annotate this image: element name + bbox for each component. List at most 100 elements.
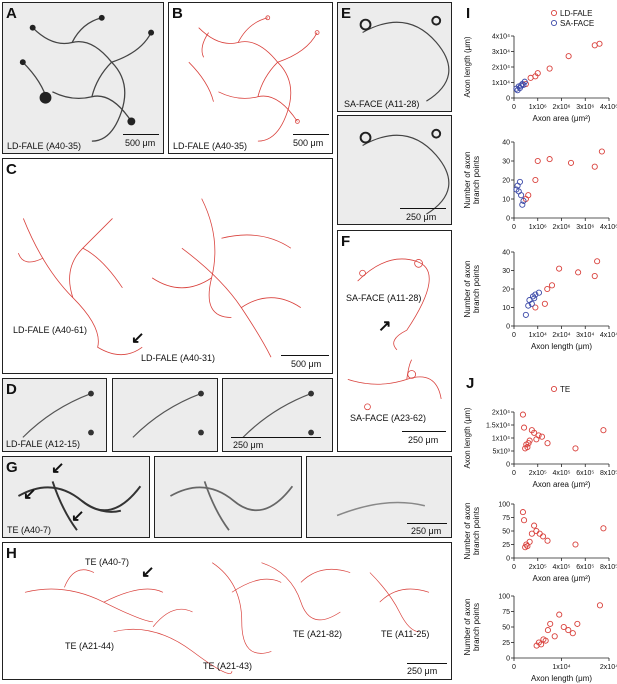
arrow-h: ↙ (141, 564, 155, 581)
panel-c-trace: C LD-FALE (A40-61) LD-FALE (A40-31) ↙ 50… (2, 158, 333, 374)
y-axis-label: Number of axon (463, 261, 472, 318)
data-point (534, 70, 541, 77)
x-tick-label: 0 (512, 224, 516, 231)
data-point (533, 436, 540, 443)
y-tick-label: 4x10⁴ (492, 34, 510, 41)
panel-label-g: G (6, 459, 18, 476)
legend-label: TE (560, 385, 570, 394)
data-point (518, 192, 525, 199)
scatter-i-area-branch: 0 1x10⁶ 2x10⁶ 3x10⁶ 4x10⁶ 0 10 20 30 40 Number of … (462, 134, 617, 234)
x-tick-label: 1x10⁴ (552, 664, 570, 671)
data-point (565, 627, 572, 634)
caption-f2: SA-FACE (A23-62) (350, 413, 427, 423)
scalebar-text-e: 250 μm (406, 212, 437, 222)
panel-label-c: C (6, 161, 17, 178)
panel-label-e: E (341, 5, 352, 22)
data-point (574, 620, 581, 627)
data-point (544, 537, 551, 544)
data-point (551, 633, 558, 640)
data-point (591, 272, 598, 280)
x-tick-label: 8x10⁵ (600, 564, 617, 571)
panel-e-micrograph-2: 250 μm (337, 115, 452, 225)
caption-h2: TE (A21-44) (65, 641, 115, 651)
scalebar-e (400, 208, 446, 209)
y-tick-label: 0 (506, 656, 510, 663)
y-tick-label: 10 (502, 305, 510, 312)
data-point (532, 291, 539, 298)
data-point (544, 440, 551, 447)
scalebar-text-c: 500 μm (291, 359, 322, 369)
data-point (600, 427, 607, 434)
x-tick-label: 1x10⁶ (529, 104, 547, 111)
scalebar-c (281, 355, 329, 356)
x-tick-label: 3x10⁶ (576, 224, 594, 231)
x-tick-label: 8x10⁵ (600, 470, 617, 477)
data-point (519, 201, 526, 208)
data-point (531, 429, 538, 436)
legend-label: LD-FALE (560, 9, 592, 18)
data-point (520, 197, 527, 204)
panel-b-trace: B LD-FALE (A40-35) 500 μm (168, 2, 333, 154)
x-tick-label: 4x10⁵ (552, 564, 570, 571)
y-tick-label: 5x10³ (492, 449, 510, 456)
data-point (594, 258, 601, 265)
data-point (538, 433, 545, 440)
y-tick-label: 2x10⁴ (492, 410, 510, 417)
x-tick-label: 2x10⁶ (552, 104, 570, 111)
x-tick-label: 6x10⁵ (576, 470, 594, 477)
neuron-image-g3 (336, 501, 426, 517)
arrow-g3: ↙ (71, 508, 85, 525)
data-point (560, 623, 567, 631)
data-point (575, 269, 582, 276)
y-tick-label: 0 (506, 324, 510, 331)
y-tick-label: 30 (502, 159, 510, 166)
caption-f1: SA-FACE (A11-28) (346, 293, 422, 303)
data-point (547, 620, 554, 627)
data-point (524, 444, 531, 451)
data-point (525, 192, 532, 199)
caption-h1: TE (A40-7) (85, 557, 130, 567)
neuron-image-g1 (17, 481, 142, 531)
caption-h5: TE (A11-25) (381, 629, 430, 639)
panel-label-h: H (6, 545, 17, 562)
data-point (572, 541, 579, 548)
x-tick-label: 2x10⁵ (529, 564, 547, 571)
data-point (532, 304, 539, 311)
panel-label-d: D (6, 381, 17, 398)
data-point (598, 148, 605, 155)
data-point (544, 627, 551, 634)
x-tick-label: 2x10⁶ (552, 224, 570, 231)
data-point (531, 295, 538, 302)
scatter-j-length-branch: 0 1x10⁴ 2x10⁴ 0 25 50 75 100 Axon length (μm) Num… (462, 588, 617, 684)
y-tick-label: 50 (502, 625, 510, 632)
y-axis-label: Number of axon (463, 599, 472, 656)
scatter-j-area-branch: 0 2x10⁵ 4x10⁵ 6x10⁵ 8x10⁵ 0 25 50 75 100 Axon area… (462, 496, 617, 584)
y-tick-label: 0 (506, 96, 510, 103)
y-tick-label: 20 (502, 287, 510, 294)
panel-label-j: J (466, 375, 475, 392)
x-tick-label: 4x10⁴ (600, 332, 617, 339)
x-tick-label: 6x10⁵ (576, 564, 594, 571)
data-point (519, 509, 526, 516)
y-tick-label: 25 (502, 542, 510, 549)
caption-c1: LD-FALE (A40-61) (13, 325, 88, 335)
y-axis-label: Axon length (μm) (463, 407, 472, 468)
panel-e-micrograph-1: E SA-FACE (A11-28) (337, 2, 452, 112)
panel-g-micrograph-3: 250 μm (306, 456, 452, 538)
data-point (536, 530, 543, 537)
legend-marker (550, 385, 558, 393)
x-tick-label: 2x10⁴ (600, 664, 617, 671)
y-tick-label: 0 (506, 556, 510, 563)
neuron-trace-f (347, 258, 442, 411)
y-axis-label: Number of axon (463, 503, 472, 560)
x-tick-label: 1x10⁴ (529, 332, 547, 339)
neuron-image-d2 (132, 390, 204, 438)
y-tick-label: 40 (502, 250, 510, 257)
x-tick-label: 0 (512, 332, 516, 339)
y-tick-label: 75 (502, 515, 510, 522)
data-point (569, 630, 576, 637)
scatter-j-area-length: 0 2x10⁵ 4x10⁵ 6x10⁵ 8x10⁵ 0 5x10³ 1x10⁴ 1.5x10⁴ 2… (462, 380, 617, 490)
x-tick-label: 1x10⁶ (529, 224, 547, 231)
x-tick-label: 2x10⁴ (552, 332, 570, 339)
y-tick-label: 100 (498, 594, 510, 601)
